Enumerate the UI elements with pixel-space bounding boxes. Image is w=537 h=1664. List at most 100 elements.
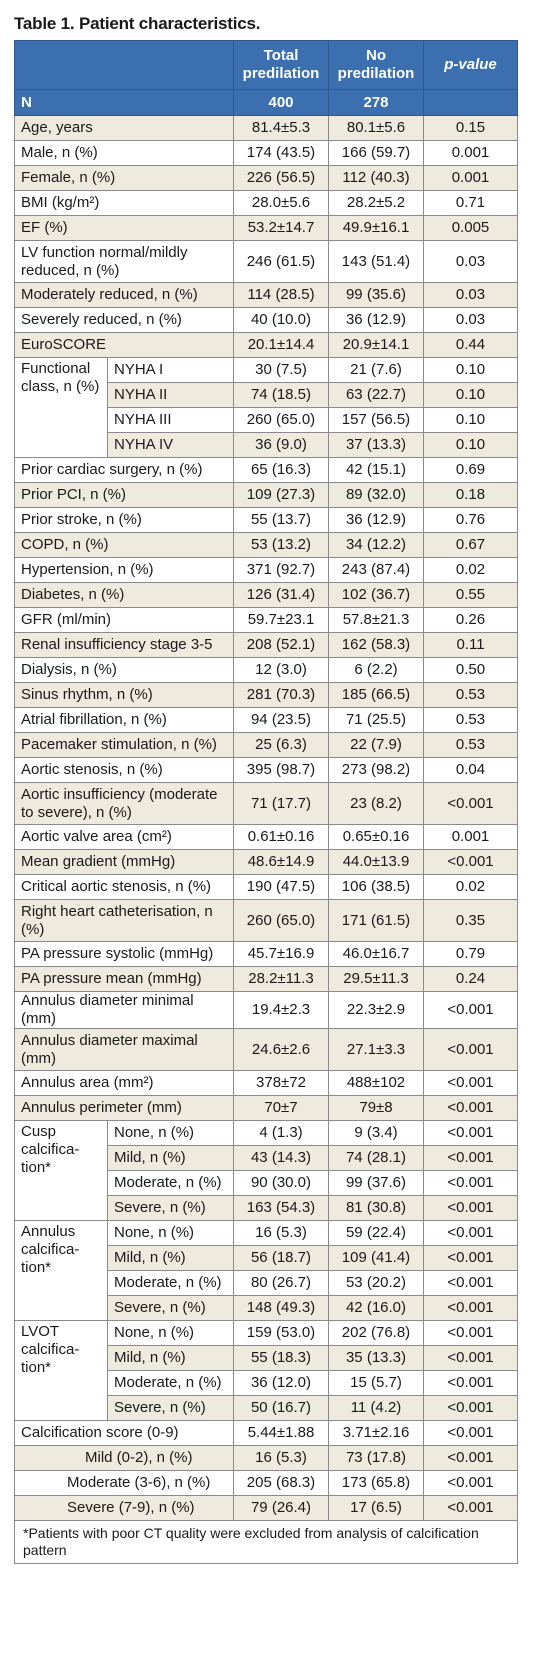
table-row: Renal insufficiency stage 3-5 208 (52.1) 1… bbox=[14, 632, 518, 658]
p-value-cell: 0.53 bbox=[423, 707, 518, 733]
no-predilation-cell: 488±102 bbox=[328, 1070, 424, 1096]
total-predilation-cell: 55 (18.3) bbox=[233, 1345, 329, 1371]
no-predilation-cell: 81 (30.8) bbox=[328, 1195, 424, 1221]
n-label: N bbox=[14, 89, 234, 116]
p-value-cell: <0.001 bbox=[423, 1495, 518, 1521]
p-value-cell: <0.001 bbox=[423, 1470, 518, 1496]
patient-characteristics-table: Total predilation No predilation p-value N 4… bbox=[14, 40, 518, 1564]
p-value-cell: 0.53 bbox=[423, 732, 518, 758]
total-predilation-cell: 53.2±14.7 bbox=[233, 215, 329, 241]
no-predilation-cell: 22.3±2.9 bbox=[328, 991, 424, 1029]
total-predilation-cell: 246 (61.5) bbox=[233, 240, 329, 283]
table-row: Moderately reduced, n (%) 114 (28.5) 99 (3… bbox=[14, 282, 518, 308]
n-total: 400 bbox=[233, 89, 329, 116]
table-row: Prior cardiac surgery, n (%) 65 (16.3) 42 … bbox=[14, 457, 518, 483]
p-value-cell: <0.001 bbox=[423, 1295, 518, 1321]
p-value-cell: 0.15 bbox=[423, 115, 518, 141]
calcification-score-sub-row: Severe (7-9), n (%) 79 (26.4) 17 (6.5) <0.0… bbox=[14, 1495, 518, 1521]
table-row: Atrial fibrillation, n (%) 94 (23.5) 71 (2… bbox=[14, 707, 518, 733]
cusp-calcification-sub-label: Mild, n (%) bbox=[107, 1145, 234, 1171]
p-value-cell: <0.001 bbox=[423, 1220, 518, 1246]
row-label: Severely reduced, n (%) bbox=[14, 307, 234, 333]
no-predilation-cell: 99 (35.6) bbox=[328, 282, 424, 308]
table-row: BMI (kg/m²) 28.0±5.6 28.2±5.2 0.71 bbox=[14, 190, 518, 216]
total-predilation-cell: 25 (6.3) bbox=[233, 732, 329, 758]
p-value-cell: 0.005 bbox=[423, 215, 518, 241]
table-row: COPD, n (%) 53 (13.2) 34 (12.2) 0.67 bbox=[14, 532, 518, 558]
no-predilation-cell: 11 (4.2) bbox=[328, 1395, 424, 1421]
table-row: Hypertension, n (%) 371 (92.7) 243 (87.4) 0… bbox=[14, 557, 518, 583]
table-row: Dialysis, n (%) 12 (3.0) 6 (2.2) 0.50 bbox=[14, 657, 518, 683]
nyha-row: NYHA II 74 (18.5) 63 (22.7) 0.10 bbox=[15, 382, 518, 408]
annulus-calcification-row: Annulus calcifica-tion* None, n (%) 16 (5.… bbox=[14, 1220, 518, 1321]
total-predilation-cell: 19.4±2.3 bbox=[233, 991, 329, 1029]
lvot-calcification-row: Mild, n (%) 55 (18.3) 35 (13.3) <0.001 bbox=[15, 1345, 518, 1371]
p-value-cell: 0.02 bbox=[423, 874, 518, 900]
table-row: Pacemaker stimulation, n (%) 25 (6.3) 22 (… bbox=[14, 732, 518, 758]
total-predilation-cell: 56 (18.7) bbox=[233, 1245, 329, 1271]
p-value-cell: 0.001 bbox=[423, 165, 518, 191]
table-row: Aortic valve area (cm²) 0.61±0.16 0.65±0.1… bbox=[14, 824, 518, 850]
n-no: 278 bbox=[328, 89, 424, 116]
row-label: Prior PCI, n (%) bbox=[14, 482, 234, 508]
table-row: Male, n (%) 174 (43.5) 166 (59.7) 0.001 bbox=[14, 140, 518, 166]
nyha-group-label: Functional class, n (%) bbox=[14, 357, 108, 458]
no-predilation-cell: 202 (76.8) bbox=[328, 1320, 424, 1346]
row-label: Diabetes, n (%) bbox=[14, 582, 234, 608]
no-predilation-cell: 23 (8.2) bbox=[328, 782, 424, 825]
total-predilation-cell: 71 (17.7) bbox=[233, 782, 329, 825]
total-predilation-cell: 79 (26.4) bbox=[233, 1495, 329, 1521]
total-predilation-cell: 90 (30.0) bbox=[233, 1170, 329, 1196]
total-predilation-cell: 190 (47.5) bbox=[233, 874, 329, 900]
total-predilation-cell: 45.7±16.9 bbox=[233, 941, 329, 967]
nyha-sub-label: NYHA III bbox=[107, 407, 234, 433]
row-label: LV function normal/mildly reduced, n (%) bbox=[14, 240, 234, 283]
p-value-cell: 0.44 bbox=[423, 332, 518, 358]
no-predilation-cell: 143 (51.4) bbox=[328, 240, 424, 283]
no-predilation-cell: 59 (22.4) bbox=[328, 1220, 424, 1246]
p-value-cell: 0.53 bbox=[423, 682, 518, 708]
table-row: Right heart catheterisation, n (%) 260 (6… bbox=[14, 899, 518, 942]
cusp-calcification-row: Moderate, n (%) 90 (30.0) 99 (37.6) <0.001 bbox=[15, 1170, 518, 1196]
annulus-calcification-sub-label: None, n (%) bbox=[107, 1220, 234, 1246]
table-row: Female, n (%) 226 (56.5) 112 (40.3) 0.001 bbox=[14, 165, 518, 191]
nyha-row: Functional class, n (%) NYHA I 30 (7.5) 21 … bbox=[14, 357, 518, 458]
row-label: Annulus perimeter (mm) bbox=[14, 1095, 234, 1121]
total-predilation-cell: 205 (68.3) bbox=[233, 1470, 329, 1496]
total-predilation-cell: 395 (98.7) bbox=[233, 757, 329, 783]
row-label: GFR (ml/min) bbox=[14, 607, 234, 633]
no-predilation-cell: 243 (87.4) bbox=[328, 557, 424, 583]
no-predilation-cell: 29.5±11.3 bbox=[328, 966, 424, 992]
total-predilation-cell: 70±7 bbox=[233, 1095, 329, 1121]
table-row: Prior PCI, n (%) 109 (27.3) 89 (32.0) 0.18 bbox=[14, 482, 518, 508]
row-label: Annulus diameter minimal (mm) bbox=[14, 991, 234, 1029]
total-predilation-cell: 74 (18.5) bbox=[233, 382, 329, 408]
row-label: Male, n (%) bbox=[14, 140, 234, 166]
p-value-cell: 0.03 bbox=[423, 307, 518, 333]
no-predilation-cell: 166 (59.7) bbox=[328, 140, 424, 166]
total-predilation-cell: 378±72 bbox=[233, 1070, 329, 1096]
no-predilation-cell: 185 (66.5) bbox=[328, 682, 424, 708]
row-label: Prior stroke, n (%) bbox=[14, 507, 234, 533]
row-label: Moderate (3-6), n (%) bbox=[14, 1470, 234, 1496]
lvot-calcification-row: LVOT calcifica-tion* None, n (%) 159 (53.0… bbox=[14, 1320, 518, 1421]
lvot-calcification-sub-label: Moderate, n (%) bbox=[107, 1370, 234, 1396]
p-value-cell: 0.10 bbox=[423, 382, 518, 408]
no-predilation-cell: 46.0±16.7 bbox=[328, 941, 424, 967]
table-row: EuroSCORE 20.1±14.4 20.9±14.1 0.44 bbox=[14, 332, 518, 358]
table-row: Severely reduced, n (%) 40 (10.0) 36 (12.9… bbox=[14, 307, 518, 333]
row-label: PA pressure mean (mmHg) bbox=[14, 966, 234, 992]
p-value-cell: <0.001 bbox=[423, 1070, 518, 1096]
total-predilation-cell: 208 (52.1) bbox=[233, 632, 329, 658]
cusp-calcification-row: Cusp calcifica-tion* None, n (%) 4 (1.3) 9 … bbox=[14, 1120, 518, 1221]
no-predilation-cell: 89 (32.0) bbox=[328, 482, 424, 508]
nyha-row: NYHA III 260 (65.0) 157 (56.5) 0.10 bbox=[15, 407, 518, 433]
row-label: EuroSCORE bbox=[14, 332, 234, 358]
total-predilation-cell: 4 (1.3) bbox=[233, 1120, 329, 1146]
row-label: Calcification score (0-9) bbox=[14, 1420, 234, 1446]
total-predilation-cell: 281 (70.3) bbox=[233, 682, 329, 708]
total-predilation-cell: 30 (7.5) bbox=[233, 357, 329, 383]
total-predilation-cell: 65 (16.3) bbox=[233, 457, 329, 483]
p-value-cell: <0.001 bbox=[423, 991, 518, 1029]
no-predilation-cell: 57.8±21.3 bbox=[328, 607, 424, 633]
